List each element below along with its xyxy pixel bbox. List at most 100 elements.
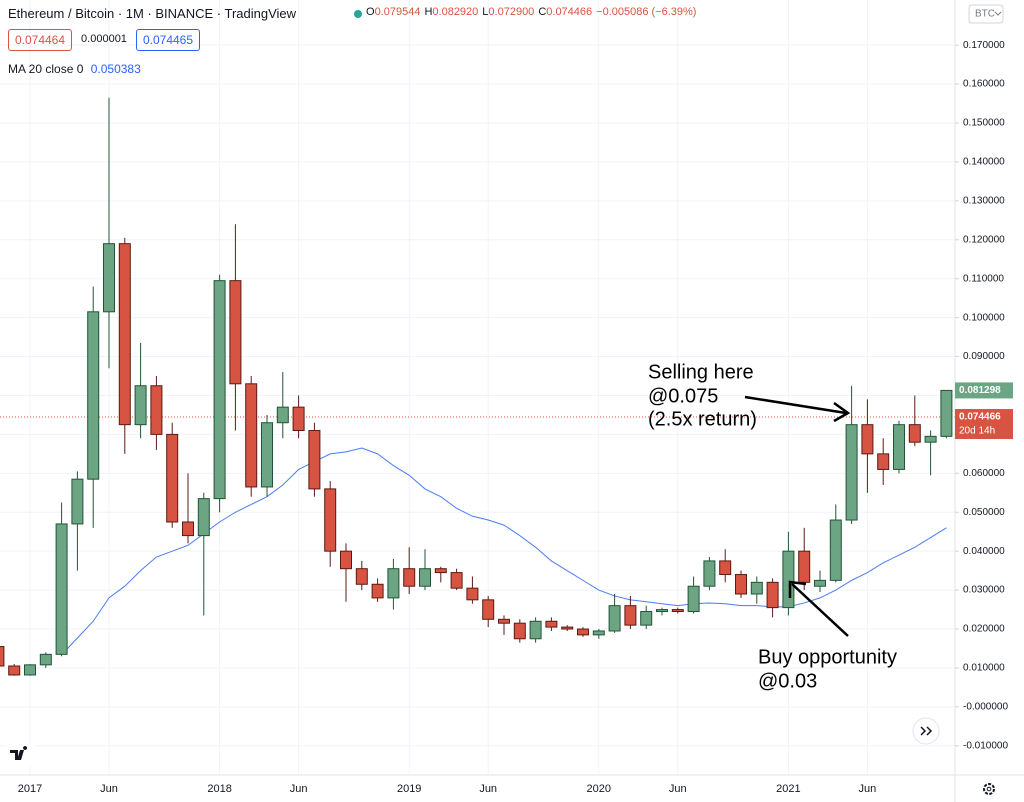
candle-body [814, 579, 826, 587]
candle-body [229, 280, 242, 385]
buy-button[interactable]: 0.074465 [136, 29, 200, 51]
y-tick-label: -0.010000 [963, 740, 1008, 751]
candle-body [845, 424, 858, 521]
candle-body [577, 628, 589, 636]
plot-area [0, 0, 955, 775]
x-tick-label: 2020 [587, 783, 611, 795]
candle-body [166, 433, 179, 523]
ma-legend: MA 20 close 0 0.050383 [8, 62, 141, 76]
countdown-label: 20d 14h [959, 426, 995, 437]
candle-body [829, 519, 842, 581]
annotation-arrows [744, 395, 851, 637]
candle-body [656, 609, 668, 613]
ma-value: 0.050383 [90, 62, 141, 76]
candle-body [529, 620, 542, 640]
candle-body [371, 583, 384, 599]
candle-body [466, 587, 479, 601]
buy-arrow [791, 583, 849, 637]
candle-body [940, 389, 953, 437]
current-price-label: 0.074466 [959, 412, 1001, 423]
y-tick-label: 0.060000 [963, 468, 1005, 479]
candle-body [118, 243, 131, 426]
y-tick-label: 0.020000 [963, 624, 1005, 635]
candle-body [640, 611, 653, 626]
candle-body [624, 605, 637, 626]
ohlc-value: 0.072900 [488, 6, 535, 18]
candle-body [861, 424, 874, 455]
candle-body [608, 605, 621, 632]
candle-body [276, 406, 289, 424]
candle-body [24, 664, 36, 676]
currency-button[interactable] [968, 4, 1004, 24]
candle-body [703, 560, 716, 587]
status-dot-fill [354, 10, 362, 18]
candle-body [403, 568, 416, 587]
x-tick-label: Jun [100, 783, 118, 795]
x-tick-label: Jun [479, 783, 497, 795]
y-tick-label: 0.150000 [963, 118, 1005, 129]
ohlc-value: 0.074466 [546, 6, 593, 18]
y-tick-label: 0.100000 [963, 312, 1005, 323]
candle-body [545, 620, 558, 628]
candle-body [55, 523, 68, 655]
candle-body [798, 550, 811, 583]
settings-icon[interactable] [983, 783, 995, 795]
tv-logo [6, 744, 36, 766]
candle-body [87, 311, 100, 480]
candle-body [71, 478, 84, 525]
buy-note: @0.03 [758, 670, 817, 692]
x-tick-label: 2019 [397, 783, 421, 795]
candle-body [292, 406, 305, 432]
spread: 0.000001 [81, 33, 127, 45]
candle-body [324, 488, 337, 552]
candle-body [261, 422, 273, 488]
candle-body [924, 435, 937, 443]
candle-body [8, 665, 21, 676]
ohlc-key: L [482, 6, 489, 18]
candle-body [735, 574, 747, 595]
ohlc-key: H [424, 6, 433, 18]
ohlc-legend: O0.079544 H0.082920 L0.072900 C0.074466 −0.0… [366, 6, 696, 18]
dropdown-icon [994, 11, 1002, 16]
candle-body [513, 622, 526, 640]
candle-body [245, 383, 258, 488]
candle-body [671, 609, 684, 613]
y-tick-label: 0.170000 [963, 40, 1005, 51]
candle-body [877, 453, 890, 470]
candle-body [134, 385, 147, 426]
candle-body [103, 243, 115, 313]
x-tick-label: 2018 [207, 783, 231, 795]
y-tick-label: 0.120000 [963, 234, 1005, 245]
candle-body [387, 568, 400, 599]
ma-name: MA 20 close 0 [8, 62, 84, 76]
y-tick-label: 0.140000 [963, 157, 1005, 168]
candle-body [150, 385, 163, 435]
candle-body [450, 572, 463, 589]
chart-title: Ethereum / Bitcoin · 1M · BINANCE · Trad… [8, 6, 297, 21]
sell-button[interactable]: 0.074464 [8, 29, 72, 51]
y-tick-label: 0.010000 [963, 663, 1005, 674]
candle-body [750, 581, 763, 595]
candle-body [39, 653, 52, 666]
candle-body [766, 581, 779, 609]
y-tick-label: 0.090000 [963, 351, 1005, 362]
candle-body [782, 550, 795, 609]
candle-body [355, 568, 368, 585]
candle-body [0, 646, 5, 667]
candle-body [197, 498, 210, 537]
logo-mark [10, 746, 28, 760]
current-price-box [955, 409, 1013, 440]
sell-note: Selling here [648, 361, 754, 383]
ohlc-value: 0.082920 [432, 6, 479, 18]
sell-arrowhead [833, 401, 851, 423]
x-tick-label: 2017 [18, 783, 42, 795]
settings-icon-center [986, 786, 992, 792]
y-tick-label: 0.110000 [963, 273, 1004, 284]
candle-body [687, 585, 700, 613]
candle-body [908, 424, 921, 443]
ohlc-key: C [538, 6, 547, 18]
y-tick-label: 0.040000 [963, 546, 1005, 557]
candle-body [182, 521, 194, 537]
y-tick-label: -0.000000 [963, 702, 1008, 713]
